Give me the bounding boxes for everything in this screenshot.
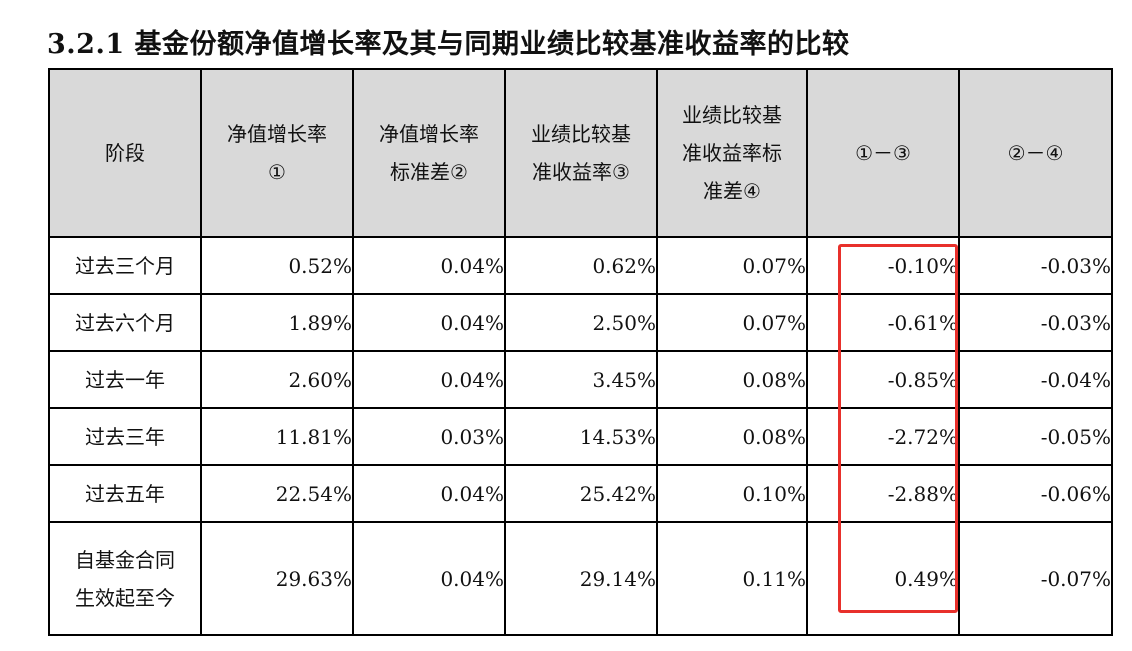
diff-2-4-cell: -0.07% [958, 521, 1113, 636]
table-row: 过去六个月 1.89% 0.04% 2.50% 0.07% -0.61% -0.… [48, 293, 1113, 352]
diff-1-3-cell: 0.49% [806, 521, 960, 636]
header-nav-growth: 净值增长率 ① [200, 68, 354, 238]
header-nav-growth-std: 净值增长率 标准差② [352, 68, 506, 238]
benchmark-return-cell: 3.45% [504, 350, 658, 409]
nav-growth-cell: 0.52% [200, 236, 354, 295]
diff-2-4-cell: -0.05% [958, 407, 1113, 466]
diff-1-3-cell: -2.88% [806, 464, 960, 523]
nav-std-cell: 0.04% [352, 236, 506, 295]
nav-std-cell: 0.04% [352, 464, 506, 523]
nav-growth-cell: 29.63% [200, 521, 354, 636]
benchmark-return-cell: 25.42% [504, 464, 658, 523]
header-period: 阶段 [48, 68, 202, 238]
diff-1-3-cell: -0.85% [806, 350, 960, 409]
benchmark-return-cell: 2.50% [504, 293, 658, 352]
diff-1-3-cell: -0.10% [806, 236, 960, 295]
period-cell: 过去三年 [48, 407, 202, 466]
nav-growth-cell: 2.60% [200, 350, 354, 409]
diff-2-4-cell: -0.03% [958, 293, 1113, 352]
nav-growth-cell: 11.81% [200, 407, 354, 466]
period-cell: 过去六个月 [48, 293, 202, 352]
benchmark-std-cell: 0.08% [656, 407, 808, 466]
diff-1-3-cell: -2.72% [806, 407, 960, 466]
benchmark-std-cell: 0.07% [656, 293, 808, 352]
benchmark-return-cell: 29.14% [504, 521, 658, 636]
header-benchmark-std: 业绩比较基 准收益率标 准差④ [656, 68, 808, 238]
period-cell: 过去三个月 [48, 236, 202, 295]
nav-growth-cell: 1.89% [200, 293, 354, 352]
header-diff-2-4: ②－④ [958, 68, 1113, 238]
benchmark-std-cell: 0.10% [656, 464, 808, 523]
table-row: 过去五年 22.54% 0.04% 25.42% 0.10% -2.88% -0… [48, 464, 1113, 523]
table-row: 过去三个月 0.52% 0.04% 0.62% 0.07% -0.10% -0.… [48, 236, 1113, 295]
benchmark-std-cell: 0.08% [656, 350, 808, 409]
header-row: 阶段 净值增长率 ① 净值增长率 标准差② 业绩比较基 准收益率③ 业绩比较基 准收益率… [48, 68, 1113, 238]
benchmark-std-cell: 0.07% [656, 236, 808, 295]
diff-1-3-cell: -0.61% [806, 293, 960, 352]
period-cell: 过去五年 [48, 464, 202, 523]
table-row: 自基金合同 生效起至今 29.63% 0.04% 29.14% 0.11% 0.4… [48, 521, 1113, 636]
table-row: 过去一年 2.60% 0.04% 3.45% 0.08% -0.85% -0.0… [48, 350, 1113, 409]
diff-2-4-cell: -0.04% [958, 350, 1113, 409]
nav-std-cell: 0.03% [352, 407, 506, 466]
nav-std-cell: 0.04% [352, 350, 506, 409]
section-title: 3.2.1 基金份额净值增长率及其与同期业绩比较基准收益率的比较 [47, 29, 850, 60]
diff-2-4-cell: -0.03% [958, 236, 1113, 295]
table-row: 过去三年 11.81% 0.03% 14.53% 0.08% -2.72% -0… [48, 407, 1113, 466]
period-cell: 自基金合同 生效起至今 [48, 521, 202, 636]
benchmark-return-cell: 14.53% [504, 407, 658, 466]
performance-table: 阶段 净值增长率 ① 净值增长率 标准差② 业绩比较基 准收益率③ 业绩比较基 准收益率… [48, 68, 1113, 636]
nav-growth-cell: 22.54% [200, 464, 354, 523]
header-benchmark-return: 业绩比较基 准收益率③ [504, 68, 658, 238]
header-diff-1-3: ①－③ [806, 68, 960, 238]
period-cell: 过去一年 [48, 350, 202, 409]
nav-std-cell: 0.04% [352, 521, 506, 636]
benchmark-return-cell: 0.62% [504, 236, 658, 295]
diff-2-4-cell: -0.06% [958, 464, 1113, 523]
benchmark-std-cell: 0.11% [656, 521, 808, 636]
nav-std-cell: 0.04% [352, 293, 506, 352]
